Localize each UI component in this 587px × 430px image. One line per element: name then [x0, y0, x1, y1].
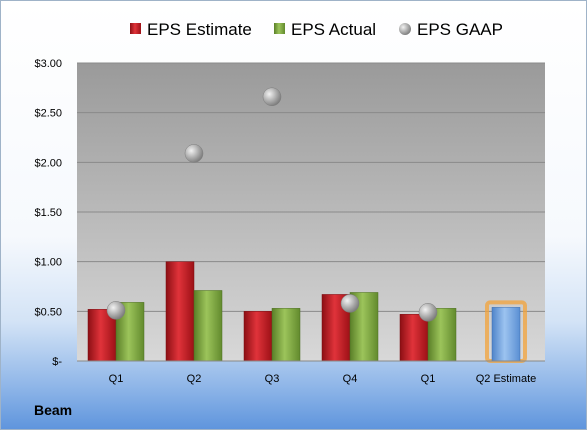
legend-swatch-gaap — [399, 23, 411, 35]
bar-eps-estimate — [399, 314, 429, 362]
y-axis-ticks: $- $0.50 $1.00 $1.50 $2.00 $2.50 $3.00 — [34, 58, 62, 368]
legend-label-gaap: EPS GAAP — [417, 20, 503, 39]
legend-swatch-actual — [274, 23, 285, 34]
x-tick-label: Q1 — [109, 373, 124, 385]
x-tick-label: Q4 — [343, 373, 358, 385]
bar-eps-estimate — [243, 311, 273, 362]
y-tick-label: $1.00 — [34, 257, 62, 269]
bar-next-estimate — [491, 307, 521, 362]
gaap-marker — [106, 301, 126, 320]
company-name: Beam — [34, 402, 73, 418]
y-tick-label: $2.00 — [34, 157, 62, 169]
legend: EPS Estimate EPS Actual EPS GAAP — [130, 20, 503, 39]
x-tick-label: Q3 — [265, 373, 280, 385]
x-tick-label: Q2 — [187, 373, 202, 385]
y-tick-label: $- — [52, 356, 62, 368]
bar-eps-estimate — [165, 261, 195, 362]
gaap-marker — [340, 294, 360, 313]
legend-label-actual: EPS Actual — [291, 20, 376, 39]
gaap-marker — [418, 303, 438, 322]
y-tick-label: $2.50 — [34, 108, 62, 120]
legend-swatch-estimate — [130, 23, 141, 34]
bar-eps-actual — [271, 308, 301, 362]
x-tick-label: Q1 — [421, 373, 436, 385]
y-tick-label: $1.50 — [34, 207, 62, 219]
gridlines — [77, 62, 545, 312]
gaap-marker — [184, 144, 204, 163]
bar-eps-actual — [193, 290, 223, 362]
y-tick-label: $3.00 — [34, 58, 62, 70]
gaap-marker — [262, 87, 282, 107]
gaap-markers — [106, 87, 438, 322]
y-tick-label: $0.50 — [34, 306, 62, 318]
legend-label-estimate: EPS Estimate — [147, 20, 252, 39]
x-axis-ticks: Q1 Q2 Q3 Q4 Q1 Q2 Estimate — [109, 373, 537, 385]
x-tick-label: Q2 Estimate — [476, 373, 537, 385]
